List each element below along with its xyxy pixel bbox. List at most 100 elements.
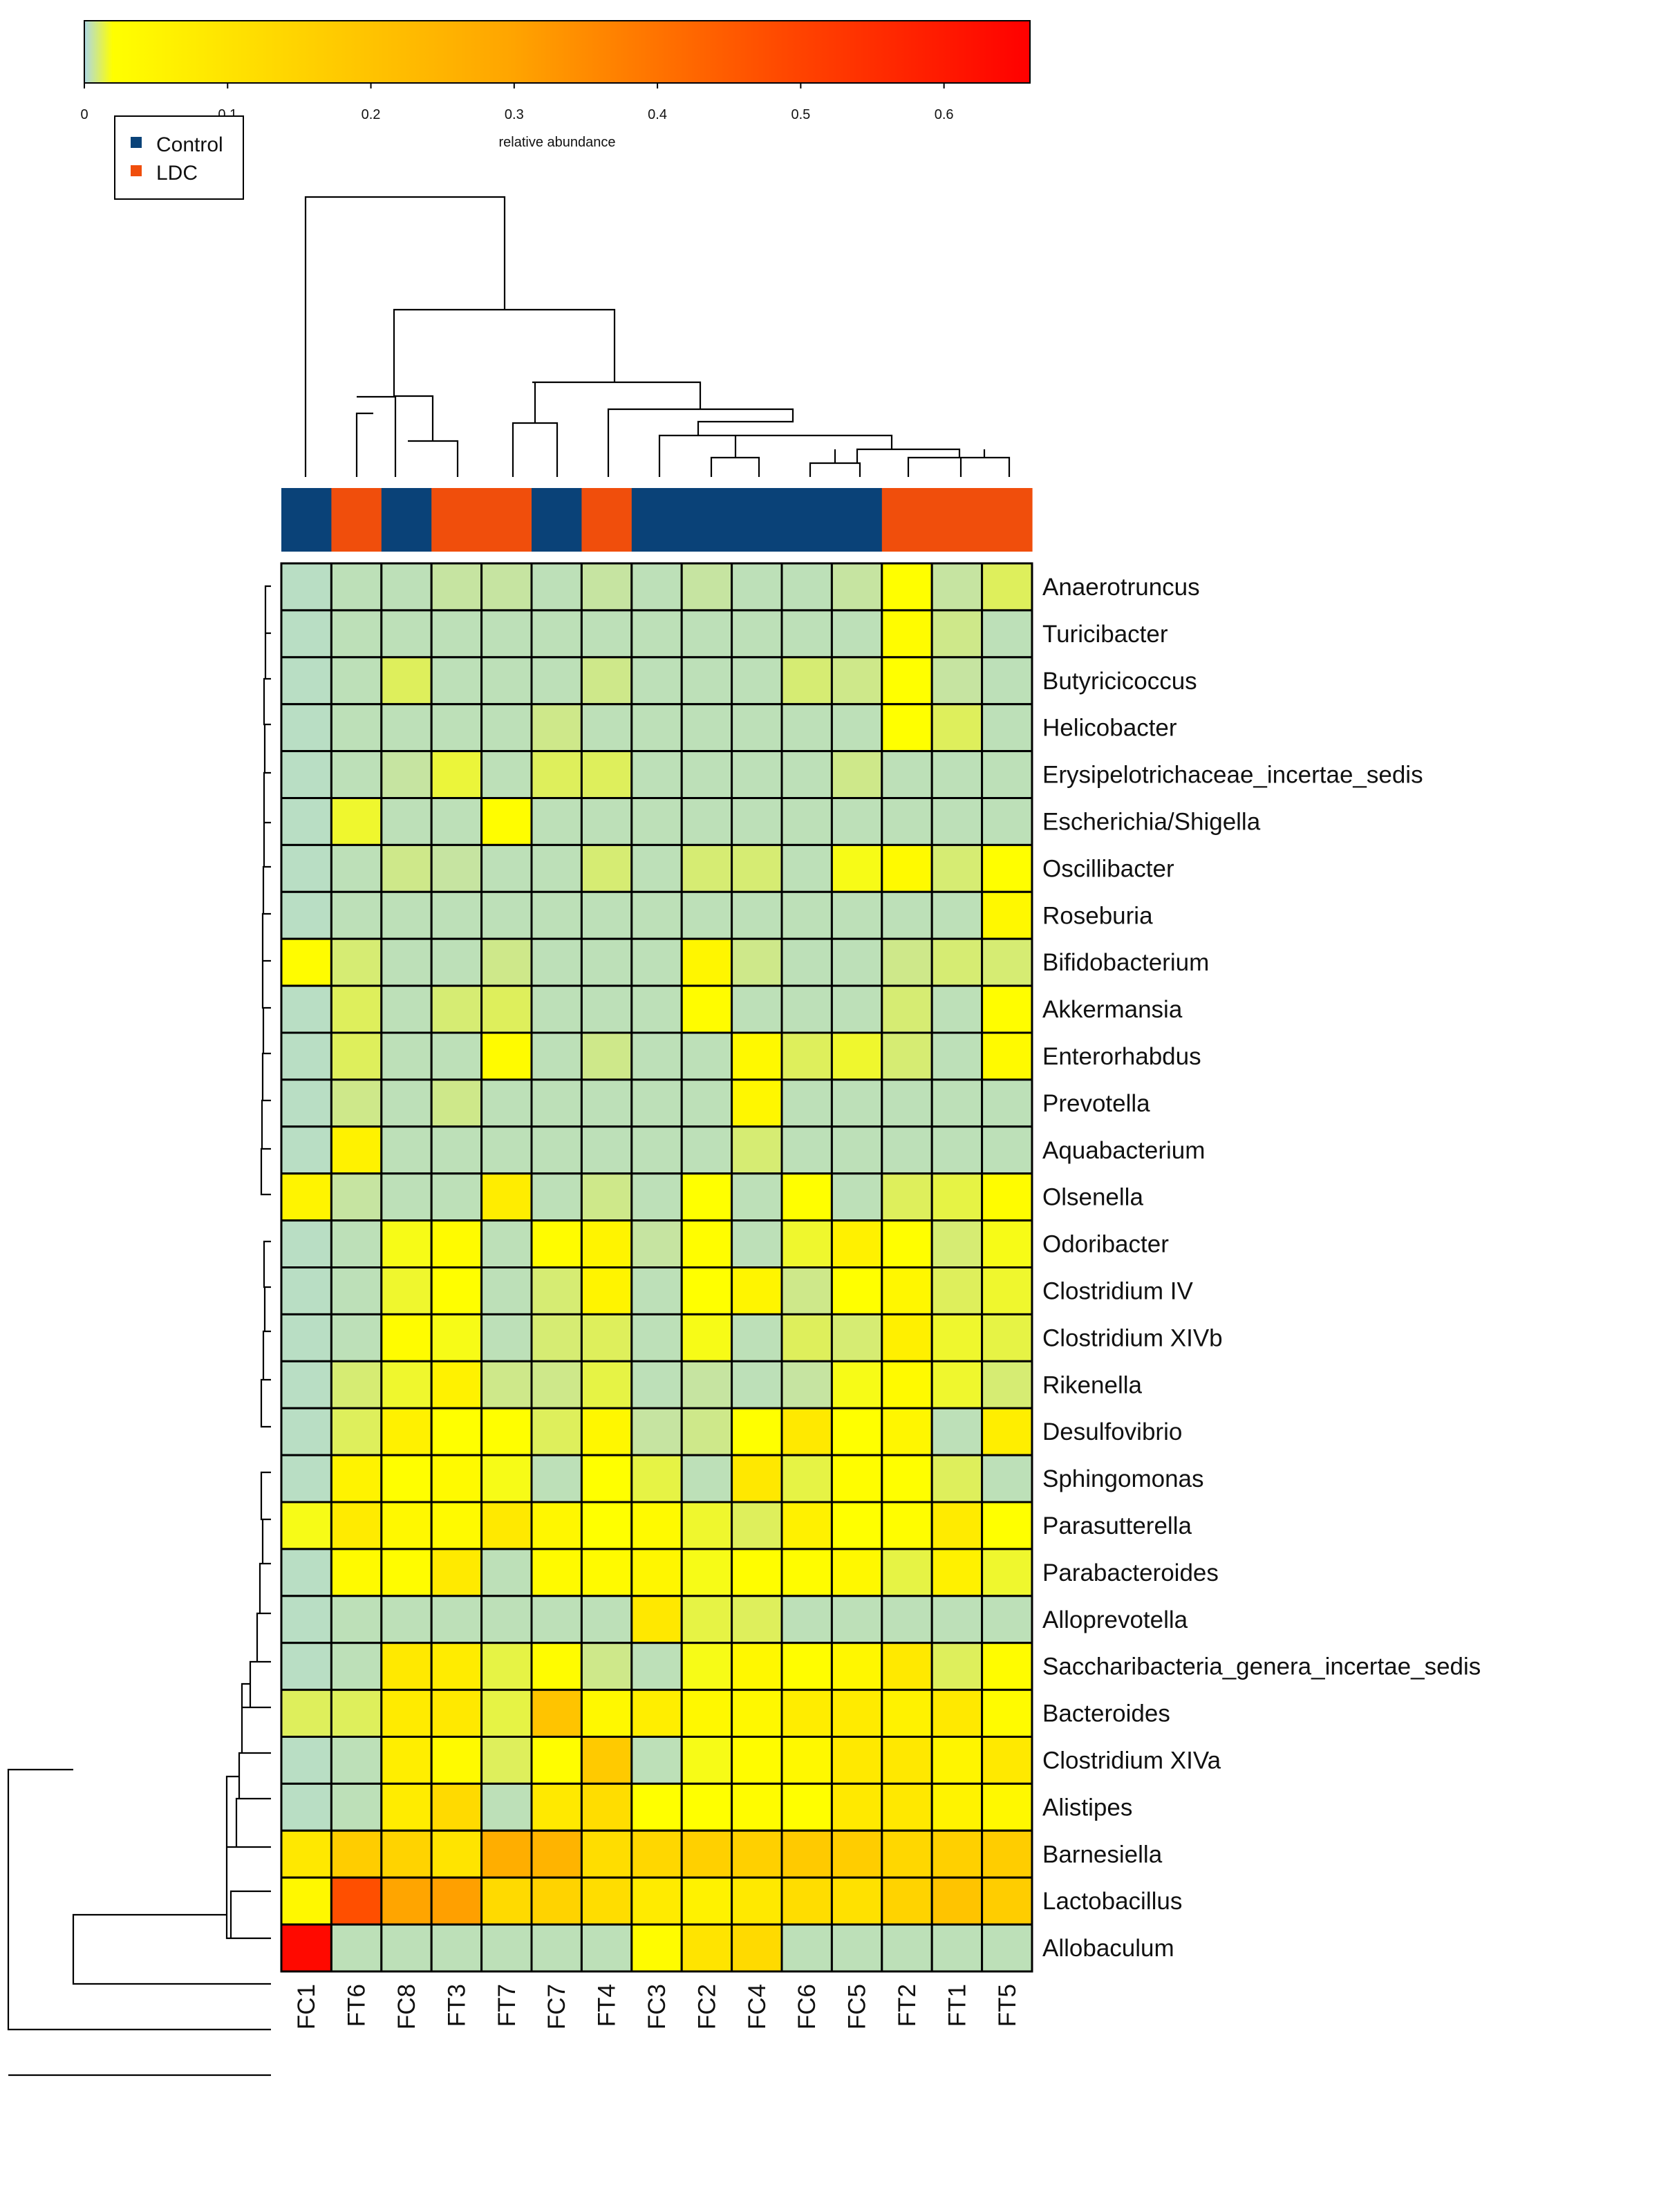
- heatmap-cell: [380, 1031, 433, 1081]
- heatmap-cell: [981, 1689, 1033, 1738]
- heatmap-cell: [430, 1172, 483, 1222]
- heatmap-cell: [280, 1736, 332, 1785]
- heatmap-cell: [630, 703, 683, 753]
- heatmap-cell: [530, 1125, 583, 1175]
- heatmap-cell: [881, 656, 933, 706]
- heatmap-cell: [731, 1736, 783, 1785]
- legend: Control LDC: [114, 115, 244, 200]
- column-label-ft2: FT2: [894, 1984, 921, 2027]
- heatmap-cell: [630, 984, 683, 1034]
- heatmap-cell: [630, 656, 683, 706]
- heatmap-cell: [731, 1031, 783, 1081]
- heatmap-cell: [731, 797, 783, 846]
- heatmap-cell: [731, 656, 783, 706]
- heatmap-cell: [530, 1689, 583, 1738]
- heatmap-cell: [630, 1313, 683, 1362]
- heatmap-cell: [830, 750, 883, 799]
- heatmap-cell: [981, 1501, 1033, 1550]
- heatmap-cell: [881, 1782, 933, 1832]
- group-band-fc8: [381, 488, 432, 552]
- heatmap-cell: [330, 1501, 383, 1550]
- heatmap-cell: [981, 1031, 1033, 1081]
- heatmap-cell: [580, 750, 633, 799]
- heatmap-cell: [780, 1548, 833, 1597]
- heatmap-cell: [930, 1876, 984, 1926]
- heatmap-cell: [981, 1172, 1033, 1222]
- heatmap-cell: [680, 1782, 733, 1832]
- heatmap-cell: [530, 1172, 583, 1222]
- heatmap-cell: [330, 797, 383, 846]
- heatmap-cell: [780, 1407, 833, 1456]
- heatmap-cell: [680, 1266, 733, 1315]
- heatmap-cell: [830, 797, 883, 846]
- heatmap-cell: [780, 1266, 833, 1315]
- heatmap-cell: [580, 1407, 633, 1456]
- heatmap-cell: [981, 562, 1033, 612]
- heatmap-cell: [430, 1266, 483, 1315]
- heatmap-cell: [480, 1876, 533, 1926]
- heatmap-cell: [780, 1923, 833, 1973]
- heatmap-cell: [680, 1829, 733, 1879]
- row-label-aquabacterium: Aquabacterium: [1042, 1137, 1205, 1164]
- heatmap-cell: [731, 1876, 783, 1926]
- heatmap-cell: [981, 1078, 1033, 1128]
- heatmap-cell: [780, 1125, 833, 1175]
- heatmap-cell: [280, 1923, 332, 1973]
- heatmap-cell: [280, 750, 332, 799]
- heatmap-cell: [530, 1923, 583, 1973]
- heatmap-cell: [630, 1736, 683, 1785]
- heatmap-cell: [731, 1407, 783, 1456]
- heatmap-cell: [580, 1266, 633, 1315]
- heatmap-cell: [480, 890, 533, 940]
- heatmap-cell: [330, 609, 383, 659]
- heatmap-cell: [780, 750, 833, 799]
- heatmap-cell: [380, 1313, 433, 1362]
- heatmap-cell: [580, 703, 633, 753]
- heatmap-cell: [731, 1548, 783, 1597]
- legend-swatch-control: [131, 137, 142, 148]
- row-label-helicobacter: Helicobacter: [1042, 715, 1177, 742]
- column-labels: FC1 FT6 FC8 FT3 FT7 FC7 FT4 FC3 FC2 FC4 FC6 FC5 FT2 F…: [293, 1984, 1021, 2030]
- heatmap-cell: [780, 1031, 833, 1081]
- heatmap-cell: [780, 703, 833, 753]
- heatmap-cell: [780, 1219, 833, 1268]
- heatmap-cell: [280, 562, 332, 612]
- heatmap-cell: [881, 1454, 933, 1503]
- column-label-ft5: FT5: [994, 1984, 1021, 2027]
- heatmap-cell: [830, 937, 883, 987]
- row-dendrogram: [7, 585, 271, 2077]
- heatmap-cell: [881, 1642, 933, 1691]
- heatmap-cell: [380, 1407, 433, 1456]
- heatmap-cell: [630, 609, 683, 659]
- heatmap-cell: [480, 1031, 533, 1081]
- row-label-clostridium-iv: Clostridium IV: [1042, 1277, 1193, 1304]
- heatmap-cell: [881, 1266, 933, 1315]
- heatmap-cell: [680, 656, 733, 706]
- heatmap-cell: [330, 1313, 383, 1362]
- heatmap-cell: [680, 797, 733, 846]
- row-label-olsenella: Olsenella: [1042, 1184, 1143, 1211]
- heatmap-cell: [731, 1125, 783, 1175]
- heatmap-cell: [480, 1219, 533, 1268]
- heatmap-cell: [881, 1031, 933, 1081]
- heatmap-cell: [330, 1454, 383, 1503]
- heatmap-cell: [731, 750, 783, 799]
- row-label-turicibacter: Turicibacter: [1042, 621, 1168, 648]
- heatmap-cell: [480, 937, 533, 987]
- heatmap-cell: [981, 750, 1033, 799]
- heatmap-cell: [530, 937, 583, 987]
- heatmap-cell: [630, 750, 683, 799]
- row-label-alistipes: Alistipes: [1042, 1794, 1132, 1821]
- heatmap-cell: [530, 1313, 583, 1362]
- heatmap-cell: [731, 1595, 783, 1644]
- heatmap-cell: [580, 1548, 633, 1597]
- group-band-fc1: [281, 488, 332, 552]
- heatmap-cell: [280, 1642, 332, 1691]
- heatmap-cell: [580, 1595, 633, 1644]
- heatmap-cell: [680, 1078, 733, 1128]
- heatmap-cell: [530, 984, 583, 1034]
- heatmap-cell: [530, 656, 583, 706]
- heatmap-cell: [830, 1360, 883, 1409]
- heatmap-cell: [830, 1876, 883, 1926]
